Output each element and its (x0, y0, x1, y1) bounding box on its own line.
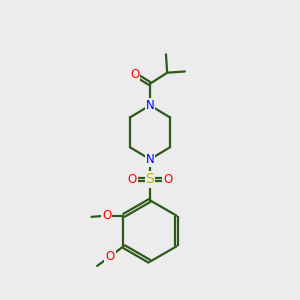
Text: O: O (163, 173, 172, 186)
Text: O: O (102, 209, 111, 222)
Text: N: N (146, 99, 154, 112)
Text: O: O (130, 68, 140, 81)
Text: S: S (146, 172, 154, 186)
Text: O: O (105, 250, 115, 263)
Text: O: O (128, 173, 137, 186)
Text: N: N (146, 153, 154, 166)
